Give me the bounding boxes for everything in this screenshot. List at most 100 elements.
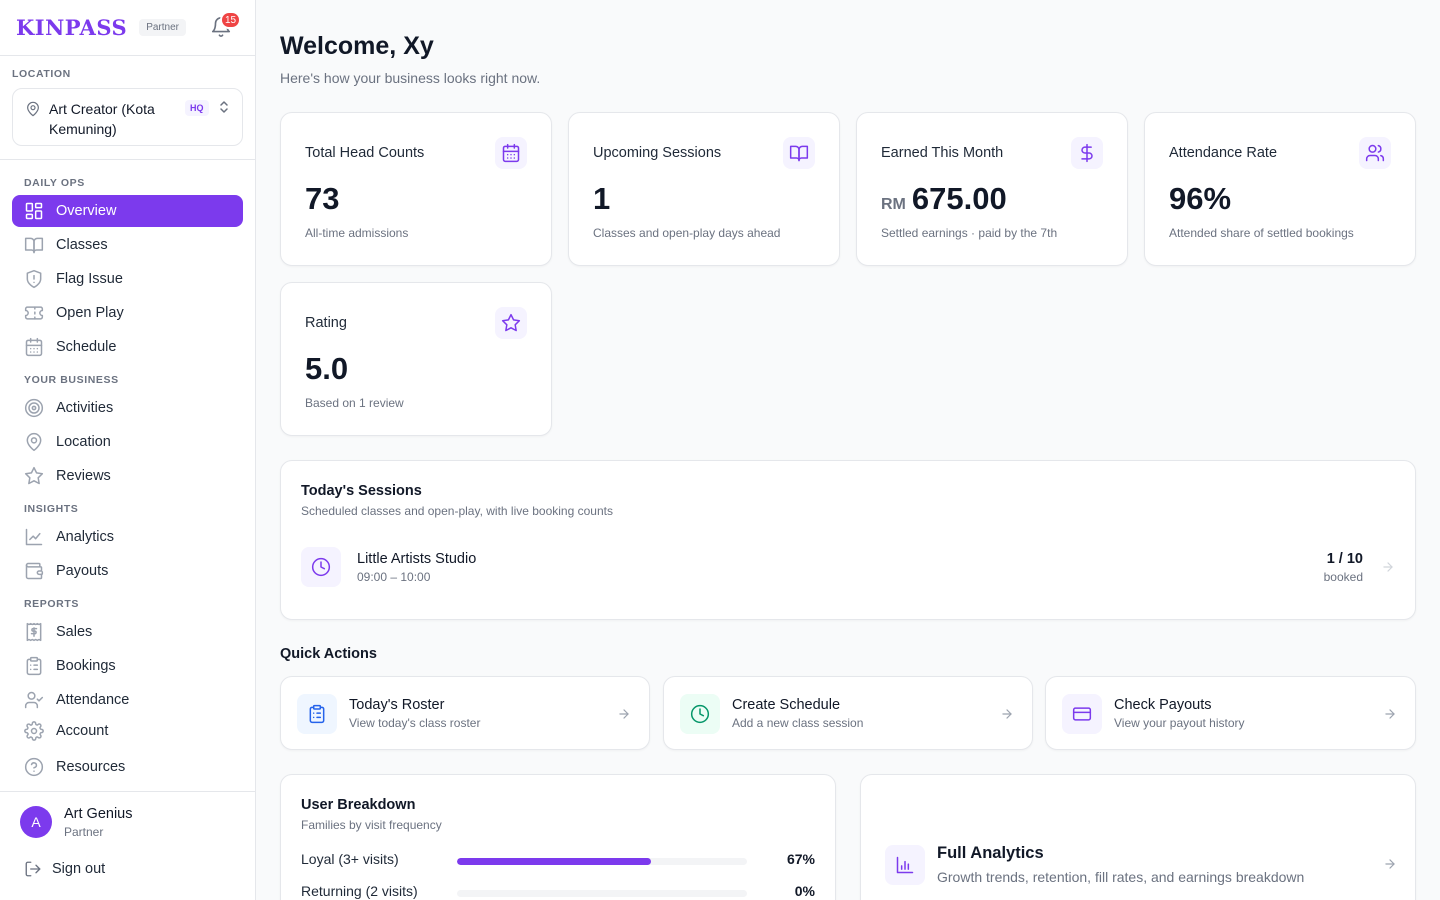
- clipboard-icon: [309, 704, 325, 724]
- main-content: Welcome, Xy Here's how your business loo…: [256, 0, 1440, 900]
- target-icon: [24, 398, 44, 418]
- kinpass-logo[interactable]: KINPASS: [16, 15, 128, 40]
- sidebar-item-bookings[interactable]: Bookings: [12, 650, 243, 682]
- breakdown-bar-track: [457, 890, 747, 897]
- fa-icon-wrap: [885, 845, 925, 885]
- qa-icon-wrap: [680, 694, 720, 734]
- gear-icon: [24, 721, 44, 741]
- stat-icon-wrap: [495, 137, 527, 169]
- location-selector[interactable]: Art Creator (Kota Kemuning) HQ: [12, 88, 243, 146]
- sign-out-label: Sign out: [52, 861, 106, 877]
- clock-icon: [690, 704, 710, 724]
- qa-title: Check Payouts: [1114, 697, 1212, 713]
- qa-subtitle: View today's class roster: [349, 716, 481, 730]
- sidebar-item-label: Schedule: [56, 339, 117, 355]
- user-check-icon: [24, 691, 44, 709]
- full-analytics-card[interactable]: Full Analytics Growth trends, retention,…: [860, 774, 1416, 900]
- user-role: Partner: [64, 825, 104, 839]
- panel-subtitle: Scheduled classes and open-play, with li…: [301, 504, 613, 518]
- sidebar-item-account[interactable]: Account: [12, 715, 243, 747]
- stat-card-upcoming-sessions: Upcoming Sessions 1 Classes and open-pla…: [568, 112, 840, 266]
- calendar-icon: [502, 143, 520, 163]
- sidebar-item-overview[interactable]: Overview: [12, 195, 243, 227]
- stat-title: Attendance Rate: [1169, 145, 1278, 161]
- page-title: Welcome, Xy: [280, 32, 434, 60]
- map-pin-icon: [26, 432, 42, 452]
- breakdown-row-loyal: Loyal (3+ visits) 67%: [301, 851, 815, 871]
- nav-group-daily-ops: DAILY OPS: [24, 177, 85, 189]
- qa-subtitle: Add a new class session: [732, 716, 864, 730]
- session-booked-label: booked: [1323, 570, 1363, 584]
- location-section: LOCATION Art Creator (Kota Kemuning) HQ: [0, 56, 255, 160]
- stat-card-rating: Rating 5.0 Based on 1 review: [280, 282, 552, 436]
- sidebar-item-analytics[interactable]: Analytics: [12, 521, 243, 553]
- sidebar-item-location[interactable]: Location: [12, 426, 243, 458]
- stat-desc: Attended share of settled bookings: [1169, 226, 1354, 240]
- arrow-right-icon: [1385, 709, 1395, 719]
- breakdown-label: Returning (2 visits): [301, 883, 418, 899]
- session-row[interactable]: Little Artists Studio 09:00 – 10:00 1 / …: [301, 547, 1395, 587]
- clock-icon: [311, 557, 331, 577]
- sidebar-item-label: Classes: [56, 237, 108, 253]
- chart-line-icon: [25, 528, 43, 546]
- user-block: A Art Genius Partner Sign out: [0, 791, 255, 900]
- stat-icon-wrap: [1359, 137, 1391, 169]
- stat-value: 5.0: [305, 351, 349, 386]
- session-name: Little Artists Studio: [357, 551, 477, 567]
- stat-card-head-counts: Total Head Counts 73 All-time admissions: [280, 112, 552, 266]
- sidebar-item-flag-issue[interactable]: Flag Issue: [12, 263, 243, 295]
- panel-subtitle: Families by visit frequency: [301, 818, 442, 832]
- stat-title: Rating: [305, 315, 347, 331]
- sidebar-item-label: Flag Issue: [56, 271, 123, 287]
- full-analytics-title: Full Analytics: [937, 844, 1044, 862]
- sidebar-item-label: Sales: [56, 624, 93, 640]
- quick-actions-title: Quick Actions: [280, 646, 377, 662]
- sidebar-item-classes[interactable]: Classes: [12, 229, 243, 261]
- sidebar-item-schedule[interactable]: Schedule: [12, 331, 243, 363]
- full-analytics-subtitle: Growth trends, retention, fill rates, an…: [937, 869, 1305, 885]
- sidebar-item-activities[interactable]: Activities: [12, 392, 243, 424]
- star-icon: [24, 466, 44, 485]
- quick-action-todays-roster[interactable]: Today's Roster View today's class roster: [280, 676, 650, 750]
- quick-action-check-payouts[interactable]: Check Payouts View your payout history: [1045, 676, 1416, 750]
- stat-desc: Classes and open-play days ahead: [593, 226, 781, 240]
- avatar[interactable]: A: [20, 806, 52, 838]
- arrow-right-icon: [1385, 859, 1395, 869]
- session-time: 09:00 – 10:00: [357, 570, 431, 584]
- map-pin-icon: [27, 101, 39, 117]
- qa-icon-wrap: [297, 694, 337, 734]
- sidebar-item-open-play[interactable]: Open Play: [12, 297, 243, 329]
- log-out-icon: [25, 861, 41, 877]
- breakdown-label: Loyal (3+ visits): [301, 851, 399, 867]
- stat-desc: All-time admissions: [305, 226, 409, 240]
- quick-action-create-schedule[interactable]: Create Schedule Add a new class session: [663, 676, 1033, 750]
- receipt-icon: [26, 622, 42, 642]
- chevrons-up-down-icon: [220, 101, 228, 113]
- breakdown-bar-track: [457, 858, 747, 865]
- sidebar-item-attendance[interactable]: Attendance: [12, 684, 243, 716]
- sidebar-item-label: Resources: [56, 759, 126, 775]
- calendar-icon: [25, 337, 43, 357]
- earned-amount: 675.00: [911, 181, 1007, 216]
- stat-icon-wrap: [783, 137, 815, 169]
- arrow-right-icon: [619, 709, 629, 719]
- currency-label: RM: [881, 196, 906, 213]
- nav-group-reports: REPORTS: [24, 598, 79, 610]
- todays-sessions-panel: Today's Sessions Scheduled classes and o…: [280, 460, 1416, 620]
- nav-group-your-business: YOUR BUSINESS: [24, 374, 119, 386]
- sidebar-item-resources[interactable]: Resources: [12, 751, 243, 783]
- location-name: Art Creator (Kota Kemuning): [49, 101, 155, 137]
- stat-title: Total Head Counts: [305, 145, 425, 161]
- page-subtitle: Here's how your business looks right now…: [280, 70, 541, 86]
- sidebar-item-payouts[interactable]: Payouts: [12, 555, 243, 587]
- breakdown-percent: 67%: [786, 851, 815, 867]
- sidebar-item-sales[interactable]: Sales: [12, 616, 243, 648]
- bar-chart-icon: [896, 856, 914, 874]
- sign-out-button[interactable]: Sign out: [24, 860, 105, 878]
- stat-desc: Settled earnings · paid by the 7th: [881, 226, 1058, 240]
- panel-title: User Breakdown: [301, 797, 416, 813]
- stat-value: RM 675.00: [881, 181, 1007, 217]
- star-icon: [501, 313, 521, 332]
- help-circle-icon: [24, 757, 44, 777]
- sidebar-item-reviews[interactable]: Reviews: [12, 460, 243, 492]
